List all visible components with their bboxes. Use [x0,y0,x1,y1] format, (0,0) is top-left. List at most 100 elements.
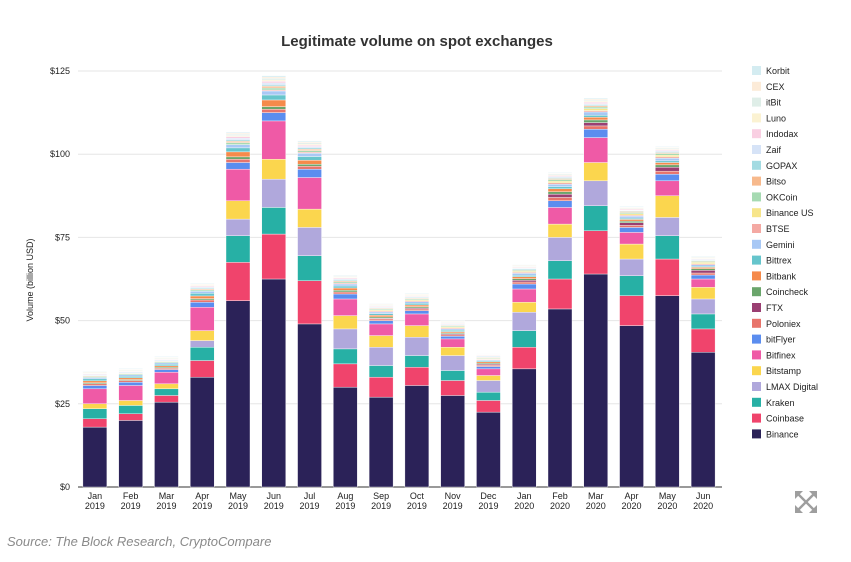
bar-segment[interactable] [404,308,430,311]
bar-segment[interactable] [547,207,573,225]
bar-segment[interactable] [512,302,537,313]
bar-segment[interactable] [583,111,608,116]
bar-segment[interactable] [583,129,608,138]
legend-item[interactable]: Korbit [752,66,790,76]
bar-segment[interactable] [547,278,573,310]
bar-stack[interactable] [154,356,179,488]
bar-segment[interactable] [655,153,680,156]
bar-segment[interactable] [190,307,215,331]
bar-segment[interactable] [476,411,501,488]
bar-segment[interactable] [261,233,286,280]
bar-segment[interactable] [261,109,286,113]
bar-segment[interactable] [440,336,465,340]
bar-segment[interactable] [440,370,465,381]
bar-segment[interactable] [368,303,394,305]
bar-segment[interactable] [655,217,680,236]
bar-segment[interactable] [690,255,716,257]
legend-item[interactable]: bitFlyer [752,334,796,345]
bar-segment[interactable] [118,380,143,383]
bar-segment[interactable] [512,264,537,266]
bar-stack[interactable] [583,98,608,488]
bar-segment[interactable] [655,170,680,175]
bar-segment[interactable] [404,337,430,356]
bar-segment[interactable] [333,291,358,295]
bar-segment[interactable] [82,370,108,373]
bar-segment[interactable] [297,323,322,488]
bar-segment[interactable] [583,122,608,127]
bar-segment[interactable] [619,325,644,488]
bar-segment[interactable] [297,168,322,178]
bar-segment[interactable] [261,78,286,81]
bar-segment[interactable] [261,158,286,180]
bar-segment[interactable] [547,179,573,182]
bar-segment[interactable] [225,300,251,488]
bar-segment[interactable] [225,168,251,201]
bar-segment[interactable] [333,287,358,291]
bar-segment[interactable] [583,137,608,163]
bar-segment[interactable] [225,156,251,160]
bar-segment[interactable] [512,368,537,488]
bar-segment[interactable] [404,293,430,295]
bar-segment[interactable] [476,380,501,393]
bar-segment[interactable] [225,218,251,236]
legend-item[interactable]: Indodax [752,129,799,139]
bar-segment[interactable] [333,274,358,276]
bar-segment[interactable] [547,223,573,238]
bar-segment[interactable] [690,287,716,300]
bar-segment[interactable] [118,381,143,386]
bar-segment[interactable] [297,156,322,161]
bar-segment[interactable] [154,388,179,396]
bar-segment[interactable] [225,158,251,163]
bar-stack[interactable] [547,172,573,488]
bar-segment[interactable] [368,318,394,321]
bar-stack[interactable] [190,283,215,488]
bar-segment[interactable] [261,120,286,160]
bar-segment[interactable] [297,255,322,281]
expand-chart-button[interactable] [793,489,819,515]
bar-segment[interactable] [512,330,537,348]
legend-item[interactable]: Zaif [752,145,782,155]
bar-segment[interactable] [404,355,430,368]
bar-segment[interactable] [333,290,358,293]
bar-segment[interactable] [583,98,608,100]
bar-segment[interactable] [655,160,680,163]
bar-stack[interactable] [118,368,143,488]
bar-segment[interactable] [547,193,573,198]
bar-segment[interactable] [333,386,358,488]
bar-segment[interactable] [476,368,501,376]
bar-segment[interactable] [261,94,286,101]
bar-segment[interactable] [261,207,286,235]
bar-segment[interactable] [297,227,322,256]
bar-segment[interactable] [619,225,644,228]
bar-segment[interactable] [655,173,680,182]
bar-segment[interactable] [440,355,465,371]
bar-segment[interactable] [512,283,537,290]
bar-stack[interactable] [297,140,322,488]
bar-segment[interactable] [225,151,251,158]
bar-segment[interactable] [82,385,108,390]
bar-segment[interactable] [118,413,143,421]
bar-segment[interactable] [368,320,394,325]
bar-segment[interactable] [619,243,644,260]
bar-segment[interactable] [261,278,286,488]
bar-segment[interactable] [619,220,644,223]
bar-segment[interactable] [368,396,394,488]
bar-stack[interactable] [404,293,430,488]
bar-segment[interactable] [619,275,644,296]
legend-item[interactable]: Luno [752,113,786,123]
bar-segment[interactable] [82,403,108,409]
bar-segment[interactable] [82,378,108,382]
bar-segment[interactable] [547,183,573,188]
bar-segment[interactable] [655,162,680,166]
bar-segment[interactable] [583,162,608,182]
legend-item[interactable]: FTX [752,303,783,313]
bar-stack[interactable] [82,370,108,488]
bar-segment[interactable] [190,283,215,285]
bar-segment[interactable] [583,106,608,109]
bar-segment[interactable] [190,293,215,297]
bar-segment[interactable] [512,273,537,276]
bar-segment[interactable] [297,159,322,165]
legend-item[interactable]: Bitbank [752,271,797,281]
bar-segment[interactable] [512,347,537,370]
bar-segment[interactable] [190,295,215,299]
